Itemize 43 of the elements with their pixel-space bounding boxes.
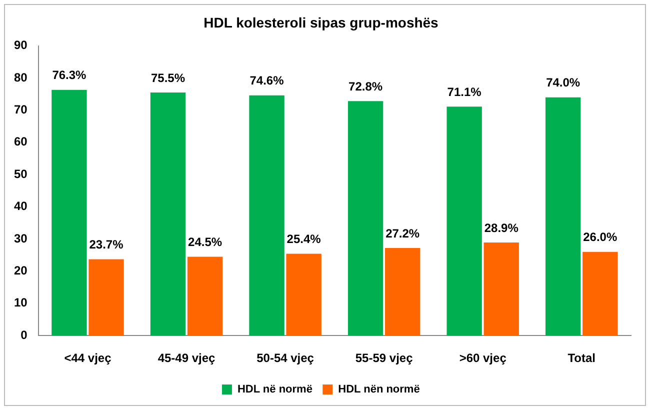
bar (52, 90, 87, 336)
y-tick-label: 30 (14, 231, 28, 246)
data-label: 74.0% (546, 76, 580, 90)
x-tick-label: >60 vjeç (459, 351, 507, 366)
y-tick-label: 40 (14, 199, 28, 214)
x-tick-label: 50-54 vjeç (256, 351, 314, 366)
y-tick-label: 70 (14, 102, 28, 117)
bar (384, 248, 420, 336)
bar (484, 242, 519, 336)
y-tick-label: 10 (14, 296, 28, 310)
y-tick-label: 0 (20, 328, 28, 342)
bar (446, 106, 482, 336)
x-tick-label: 55-59 vjeç (355, 351, 414, 366)
x-tick-label: <44 vjeç (64, 351, 112, 366)
bar (88, 259, 124, 336)
data-label: 23.7% (89, 238, 124, 252)
legend-label: HDL nën normë (338, 384, 420, 396)
data-label: 26.0% (583, 230, 618, 244)
y-tick-label: 80 (14, 70, 28, 84)
x-tick-label: Total (568, 351, 596, 366)
bar (249, 95, 284, 336)
data-label: 74.6% (250, 74, 284, 88)
bar (187, 256, 223, 336)
data-label: 24.5% (188, 235, 222, 250)
bar (348, 101, 384, 336)
data-label: 75.5% (150, 70, 186, 85)
bar (545, 97, 581, 336)
chart-title: HDL kolesteroli sipas grup-moshës (204, 14, 439, 30)
y-tick-label: 90 (14, 38, 28, 52)
data-label: 71.1% (447, 84, 482, 99)
data-label: 28.9% (484, 220, 519, 235)
y-tick-label: 60 (14, 134, 28, 149)
y-tick-label: 20 (14, 264, 28, 278)
data-label: 25.4% (286, 232, 322, 246)
y-tick-label: 50 (14, 166, 28, 181)
bar (150, 92, 186, 336)
legend-label: HDL në normë (237, 384, 312, 396)
data-label: 72.8% (348, 79, 383, 94)
data-label: 27.2% (386, 226, 420, 240)
bar (286, 254, 322, 336)
bar (582, 252, 618, 336)
data-label: 76.3% (52, 68, 87, 82)
x-tick-label: 45-49 vjeç (158, 351, 216, 366)
